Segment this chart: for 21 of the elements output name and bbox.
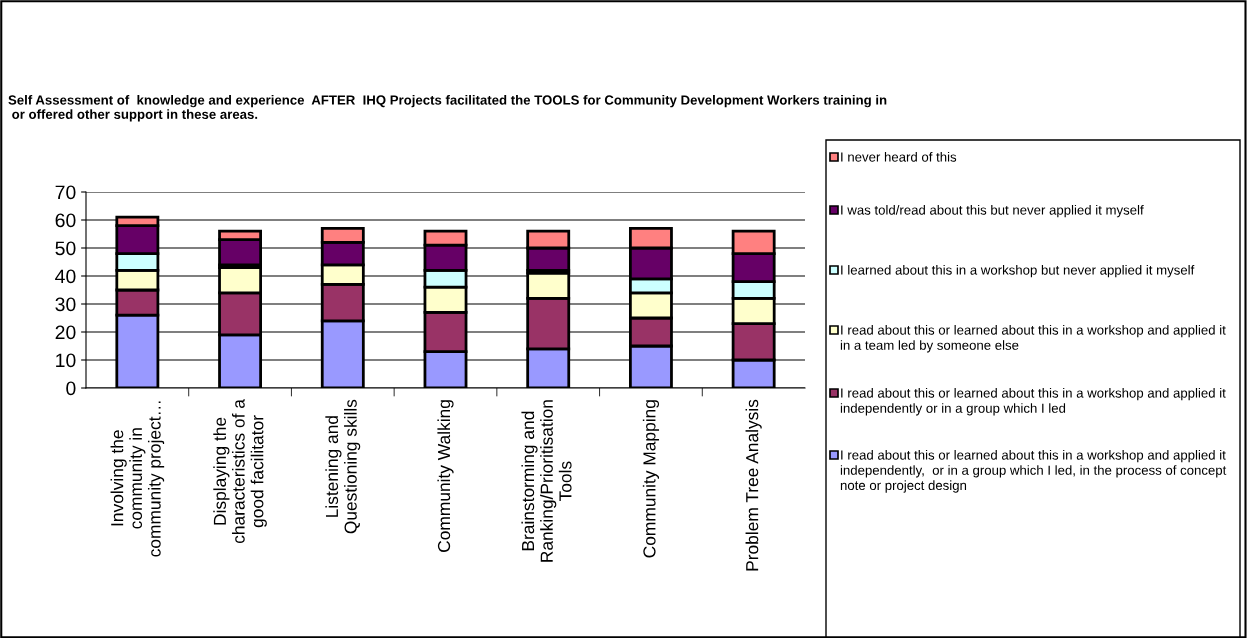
y-tick-label: 40 [55, 269, 76, 284]
y-tick-label: 60 [55, 213, 76, 228]
legend-label: I learned about this in a workshop but never applied it myself [841, 265, 1195, 278]
y-tick-label: 50 [55, 241, 76, 256]
legend-label: I read about this or learned about this in a workshop and applied it independently or in a group which I led [840, 388, 1226, 416]
x-tick-label: Brainstorming and Ranking/Prioritisation Tools [521, 400, 572, 562]
y-tick-label: 10 [56, 353, 76, 368]
x-tick-label: Listening and Questioning skills [325, 399, 361, 534]
x-tick-label: Community Mapping [642, 400, 660, 558]
x-tick-label: Community Walking [437, 400, 454, 552]
y-tick-label: 70 [55, 185, 76, 200]
y-tick-label: 20 [55, 325, 76, 340]
x-tick-label: Involving the community in community project… [110, 401, 165, 557]
y-tick-label: 0 [66, 381, 76, 396]
y-tick-label: 30 [55, 297, 76, 312]
legend-label: I read about this or learned about this in a workshop and applied it in a team led by someone else [840, 325, 1226, 353]
legend-label: I was told/read about this but never applied it myself [841, 205, 1144, 218]
chart-title: Self Assessment of knowledge and experience AFTER IHQ Projects facilitated the TOOLS for Community Development Workers training in or offered other support in these areas. [8, 95, 887, 122]
x-tick-label: Problem Tree Analysis [745, 399, 762, 571]
legend-label: I never heard of this [841, 152, 957, 162]
legend-label: I read about this or learned about this in a workshop and applied it independently, or in a group which I led, in the process of concept note or project design [840, 450, 1227, 493]
